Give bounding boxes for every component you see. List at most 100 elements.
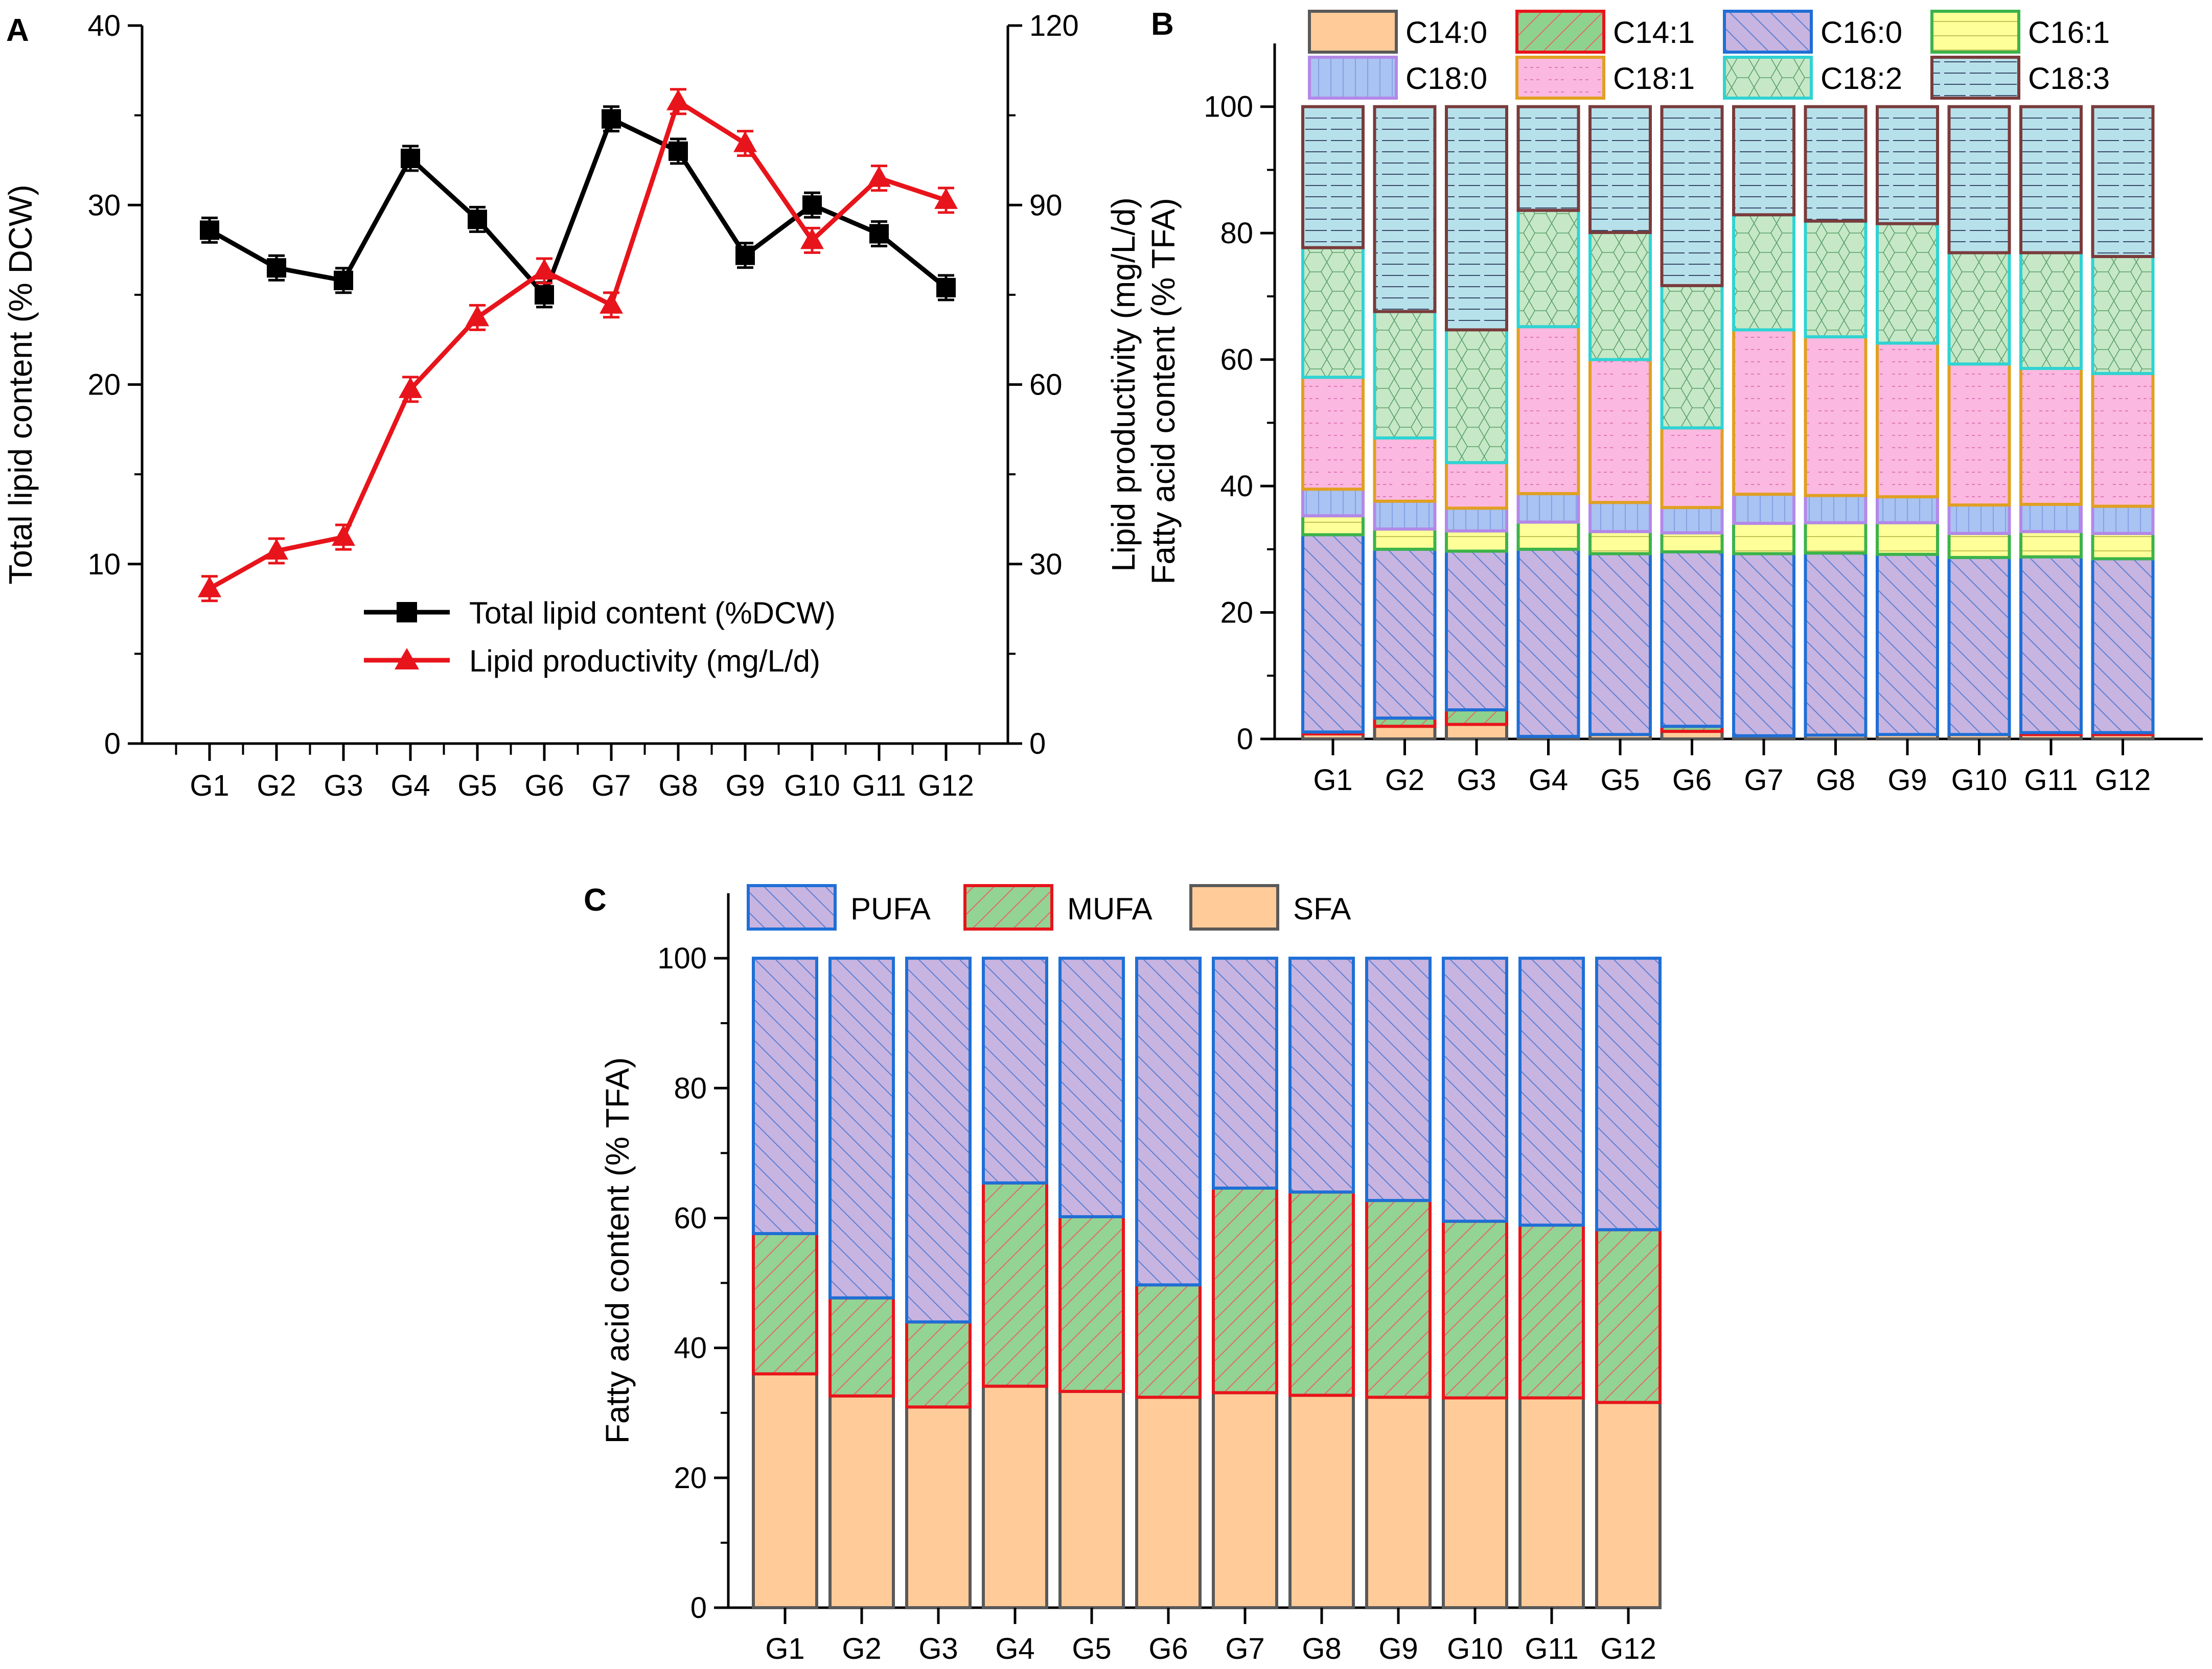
bar-segment-edge xyxy=(2091,105,2155,258)
panel-b-x-tick-label: G2 xyxy=(1385,763,1424,797)
panel-c-x-tick-label: G6 xyxy=(1148,1632,1188,1665)
panel-b-bars xyxy=(1301,105,2155,741)
bar-segment-hatch xyxy=(2092,106,2153,257)
bar-segment-hatch xyxy=(907,1322,970,1407)
bar-segment-hatch xyxy=(1446,462,1507,508)
panel-a-point-total-lipid xyxy=(535,285,554,305)
panel-b-x-tick-label: G10 xyxy=(1951,763,2008,797)
panel-a-x-tick-label: G8 xyxy=(658,769,698,802)
panel-a-letter: A xyxy=(6,13,29,48)
bar-segment-edge xyxy=(1588,105,1652,234)
bar-segment-sfa-g3 xyxy=(905,1405,972,1609)
bar-segment-hatch xyxy=(2092,533,2153,559)
bar-segment-hatch xyxy=(830,1297,893,1396)
panel-b-legend: C14:0 C14:1 C16:0 C16:1 C18:0 C18:1 C18:2 C18:3 xyxy=(1308,10,2110,100)
panel-b-letter: B xyxy=(1151,7,1174,42)
bar-segment-c16-1-g3 xyxy=(1445,529,1508,553)
panel-a-x-tick-label: G7 xyxy=(591,769,631,802)
panel-b-ticks: 0 20 40 60 80 100 G1 G2 G3 G4 G5 G6 G7 G8 G9 G10 G11 G12 xyxy=(1204,90,2151,797)
bar-segment-c18-1-g10 xyxy=(1947,362,2011,507)
bar-segment-hatch xyxy=(753,958,817,1234)
panel-a-point-productivity xyxy=(867,166,891,187)
panel-b-x-tick-label: G7 xyxy=(1744,763,1783,797)
bar-segment-hatch xyxy=(1303,516,1363,535)
bar-segment-hatch xyxy=(1877,223,1938,343)
panel-a-point-productivity xyxy=(800,228,824,249)
legend-label: C14:0 xyxy=(1405,15,1487,50)
bar-segment-sfa-g9 xyxy=(1365,1396,1432,1609)
bar-segment-c16-1-g2 xyxy=(1373,527,1437,551)
bar-segment-fill xyxy=(1446,724,1507,739)
bar-segment-hatch xyxy=(1590,553,1650,735)
legend-item-c18-2: C18:2 xyxy=(1723,56,1902,100)
legend-item-c14-1: C14:1 xyxy=(1515,10,1695,54)
bar-segment-c16-0-g5 xyxy=(1588,552,1652,736)
panel-b-x-tick-label: G8 xyxy=(1816,763,1855,797)
bar-segment-fill xyxy=(1662,731,1722,739)
bar-segment-c18-2-g4 xyxy=(1516,208,1580,329)
bar-segment-c18-1-g9 xyxy=(1876,341,1939,499)
legend-swatch-edge xyxy=(1930,56,2020,100)
panel-b-x-tick-label: G4 xyxy=(1529,763,1568,797)
bar-segment-hatch xyxy=(1877,554,1938,735)
bar-segment-c16-0-g9 xyxy=(1876,552,1939,736)
bar-segment-c18-2-g6 xyxy=(1660,284,1724,430)
bar-segment-edge xyxy=(1135,957,1202,1287)
legend-swatch-edge xyxy=(1308,10,1398,54)
bar-segment-sfa-g2 xyxy=(828,1394,895,1609)
panel-b-x-tick-label: G11 xyxy=(2024,763,2078,797)
bar-segment-sfa-g4 xyxy=(982,1384,1048,1610)
bar-segment-hatch xyxy=(2092,256,2153,374)
bar-segment-c18-1-g3 xyxy=(1445,461,1508,510)
bar-segment-mufa-g8 xyxy=(1288,1190,1355,1397)
legend-marker-triangle xyxy=(395,648,419,669)
bar-segment-hatch xyxy=(2021,531,2081,557)
bar-segment-c18-0-g9 xyxy=(1876,495,1939,524)
legend-item-sfa: SFA xyxy=(1189,884,1351,931)
bar-segment-hatch xyxy=(2021,252,2081,368)
panel-c-x-tick-label: G5 xyxy=(1072,1632,1111,1665)
bar-segment-hatch xyxy=(1290,958,1353,1192)
legend-swatch-hatch xyxy=(1309,57,1396,98)
bar-segment-pufa-g5 xyxy=(1058,957,1125,1218)
bar-segment-c18-3-g6 xyxy=(1660,105,1724,287)
panel-a-point-total-lipid xyxy=(468,210,487,229)
bar-segment-hatch xyxy=(1446,551,1507,710)
panel-c-bars xyxy=(752,957,1662,1610)
bar-segment-fill xyxy=(907,1407,970,1608)
bar-segment-c18-2-g5 xyxy=(1588,230,1652,361)
legend-label: C18:0 xyxy=(1405,61,1487,96)
panel-a-point-productivity xyxy=(466,305,489,327)
bar-segment-hatch xyxy=(1734,106,1794,215)
bar-segment-c18-2-g2 xyxy=(1373,310,1437,440)
bar-segment-c18-3-g8 xyxy=(1804,105,1868,223)
legend-swatch-edge xyxy=(1515,10,1605,54)
bar-segment-fill xyxy=(1303,734,1363,739)
panel-a-x-tick-label: G3 xyxy=(324,769,363,802)
panel-a-point-productivity xyxy=(666,89,690,110)
bar-segment-mufa-g5 xyxy=(1058,1215,1125,1393)
legend-label: PUFA xyxy=(850,892,931,926)
panel-a-point-total-lipid xyxy=(669,141,688,161)
bar-segment-hatch xyxy=(1060,958,1123,1217)
panel-a-left-tick-label: 10 xyxy=(87,548,121,581)
bar-segment-hatch xyxy=(1303,247,1363,378)
bar-segment-hatch xyxy=(1949,505,2010,534)
bar-segment-c16-1-g10 xyxy=(1947,531,2011,559)
panel-a-left-tick-label: 30 xyxy=(87,189,121,222)
bar-segment-hatch xyxy=(1213,1188,1277,1393)
bar-segment-c18-3-g11 xyxy=(2019,105,2083,254)
legend-swatch-hatch xyxy=(1724,57,1811,98)
panel-a-point-productivity xyxy=(399,377,422,398)
bar-segment-sfa-g8 xyxy=(1288,1394,1355,1610)
panel-c-x-tick-label: G1 xyxy=(765,1632,804,1665)
bar-segment-fill xyxy=(2092,734,2153,739)
panel-c-y-tick-label: 100 xyxy=(657,942,707,975)
panel-b-y-tick-label: 0 xyxy=(1237,723,1253,756)
bar-segment-hatch xyxy=(1805,522,1866,553)
panel-a-point-productivity xyxy=(600,292,623,314)
bar-segment-c18-1-g11 xyxy=(2019,366,2083,506)
panel-a-left-axis-title: Total lipid content (% DCW) xyxy=(2,184,39,584)
bar-segment-hatch xyxy=(1520,958,1583,1225)
